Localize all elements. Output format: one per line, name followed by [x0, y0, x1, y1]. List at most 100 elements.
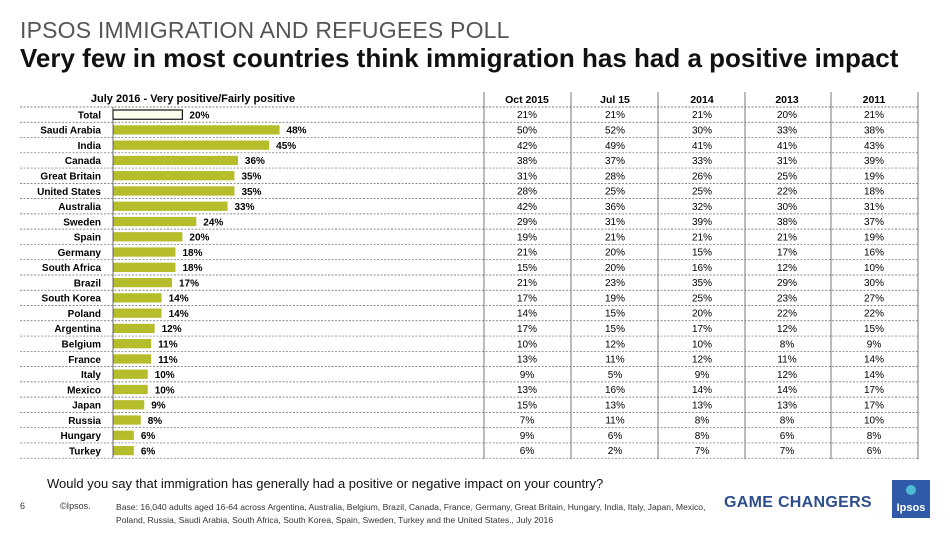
table-cell: 22% — [777, 309, 797, 320]
bar — [113, 262, 176, 272]
table-cell: 33% — [692, 156, 712, 167]
table-cell: 14% — [864, 370, 884, 381]
bar-value-label: 14% — [169, 309, 189, 320]
bar — [113, 308, 162, 318]
bar-value-label: 6% — [141, 446, 156, 457]
bar — [113, 415, 141, 425]
bar — [113, 369, 148, 379]
table-cell: 17% — [517, 293, 537, 304]
bar — [113, 140, 270, 150]
table-cell: 13% — [692, 400, 712, 411]
table-cell: 15% — [517, 263, 537, 274]
logo-dot-icon — [906, 485, 916, 495]
table-cell: 21% — [777, 232, 797, 243]
table-cell: 37% — [864, 217, 884, 228]
table-cell: 29% — [777, 278, 797, 289]
country-label: Turkey — [69, 446, 101, 457]
column-header: 2013 — [775, 94, 799, 106]
table-cell: 31% — [605, 217, 625, 228]
table-cell: 9% — [520, 370, 535, 381]
table-cell: 14% — [692, 385, 712, 396]
table-cell: 31% — [777, 156, 797, 167]
table-cell: 35% — [692, 278, 712, 289]
bar — [113, 277, 172, 288]
country-label: Russia — [68, 416, 101, 427]
table-cell: 15% — [605, 309, 625, 320]
copyright: ©Ipsos. — [60, 501, 91, 511]
table-cell: 7% — [520, 416, 535, 427]
table-cell: 41% — [692, 141, 712, 152]
table-cell: 9% — [695, 370, 710, 381]
bar-value-label: 45% — [276, 141, 296, 152]
logo-text: Ipsos — [896, 502, 926, 514]
bar-value-label: 35% — [241, 187, 261, 198]
bar-value-label: 10% — [155, 370, 175, 381]
table-cell: 16% — [692, 263, 712, 274]
table-cell: 14% — [517, 309, 537, 320]
bar — [113, 354, 152, 364]
table-cell: 14% — [864, 355, 884, 366]
country-label: Australia — [58, 202, 101, 213]
table-cell: 33% — [777, 126, 797, 137]
table-cell: 8% — [695, 416, 710, 427]
bar — [113, 384, 148, 395]
table-cell: 12% — [605, 339, 625, 350]
table-cell: 42% — [517, 202, 537, 213]
bar — [113, 323, 155, 334]
table-cell: 15% — [864, 324, 884, 335]
table-cell: 5% — [608, 370, 623, 381]
table-cell: 38% — [864, 126, 884, 137]
table-cell: 41% — [777, 141, 797, 152]
country-label: Great Britain — [40, 172, 101, 183]
page-number: 6 — [20, 501, 26, 511]
bar-value-label: 9% — [151, 401, 166, 412]
table-cell: 22% — [864, 309, 884, 320]
page-title: Very few in most countries think immigra… — [20, 43, 899, 73]
table-cell: 37% — [605, 156, 625, 167]
table-cell: 17% — [864, 385, 884, 396]
table-cell: 25% — [692, 293, 712, 304]
table-cell: 21% — [605, 232, 625, 243]
country-label: Spain — [74, 233, 101, 244]
table-cell: 38% — [517, 156, 537, 167]
bar-value-label: 18% — [182, 248, 202, 259]
brand-tagline: GAME CHANGERS — [724, 494, 872, 511]
bar — [112, 109, 184, 120]
ipsos-logo: Ipsos — [892, 480, 930, 518]
table-cell: 21% — [692, 232, 712, 243]
country-label: United States — [37, 187, 101, 198]
chart-title: July 2016 - Very positive/Fairly positiv… — [91, 93, 295, 105]
table-cell: 30% — [777, 202, 797, 213]
bar — [113, 186, 235, 196]
bar-value-label: 10% — [155, 385, 175, 396]
bar-value-label: 17% — [179, 278, 199, 289]
bar-value-label: 14% — [169, 294, 189, 305]
table-cell: 20% — [605, 263, 625, 274]
table-cell: 20% — [777, 110, 797, 121]
bar-value-label: 12% — [162, 324, 182, 335]
table-cell: 7% — [695, 446, 710, 457]
country-label: Germany — [58, 248, 102, 259]
country-label: Mexico — [67, 385, 101, 396]
table-cell: 11% — [605, 355, 624, 366]
column-header: Oct 2015 — [505, 94, 549, 106]
country-label: Argentina — [54, 324, 101, 335]
table-cell: 21% — [517, 248, 537, 259]
table-cell: 38% — [777, 217, 797, 228]
table-cell: 32% — [692, 202, 712, 213]
table-cell: 23% — [777, 293, 797, 304]
table-cell: 8% — [780, 416, 795, 427]
table-cell: 17% — [864, 400, 884, 411]
survey-question: Would you say that immigration has gener… — [47, 476, 604, 491]
table-cell: 18% — [864, 187, 884, 198]
country-label: Brazil — [74, 278, 101, 289]
table-cell: 27% — [864, 293, 884, 304]
bar — [113, 125, 280, 135]
table-cell: 43% — [864, 141, 884, 152]
bar — [113, 247, 176, 257]
country-label: Canada — [65, 156, 102, 167]
supertitle: IPSOS IMMIGRATION AND REFUGEES POLL — [20, 17, 510, 43]
chart: July 2016 - Very positive/Fairly positiv… — [20, 92, 919, 460]
table-cell: 13% — [517, 355, 537, 366]
bar — [113, 232, 183, 242]
